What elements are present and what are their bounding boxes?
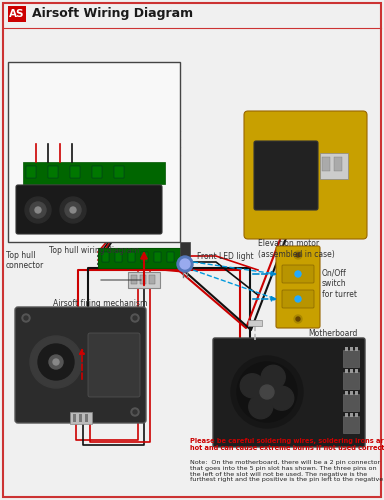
- Bar: [343, 372, 359, 389]
- Circle shape: [133, 316, 137, 320]
- Circle shape: [295, 271, 301, 277]
- Circle shape: [261, 366, 285, 390]
- FancyBboxPatch shape: [320, 153, 348, 179]
- Bar: [92, 166, 102, 178]
- Bar: [355, 391, 358, 395]
- Bar: [345, 369, 348, 373]
- Bar: [48, 166, 58, 178]
- Circle shape: [60, 197, 86, 223]
- Circle shape: [49, 355, 63, 369]
- Circle shape: [131, 408, 139, 416]
- Circle shape: [294, 315, 302, 323]
- Circle shape: [22, 314, 30, 322]
- Circle shape: [133, 410, 137, 414]
- Text: Top hull
connector: Top hull connector: [6, 250, 44, 270]
- Bar: [154, 252, 161, 262]
- Bar: [70, 166, 80, 178]
- Bar: [355, 413, 358, 417]
- Bar: [343, 416, 359, 433]
- Circle shape: [131, 314, 139, 322]
- FancyBboxPatch shape: [254, 141, 318, 210]
- Bar: [334, 157, 342, 171]
- Bar: [128, 272, 160, 288]
- Bar: [343, 350, 359, 367]
- Bar: [85, 414, 88, 422]
- Bar: [322, 157, 330, 171]
- Bar: [248, 320, 262, 326]
- Circle shape: [295, 296, 301, 302]
- FancyBboxPatch shape: [16, 185, 162, 234]
- Circle shape: [231, 356, 303, 428]
- Text: Elevation motor
(assembled in case): Elevation motor (assembled in case): [258, 239, 335, 259]
- Text: Motherboard: Motherboard: [309, 329, 358, 338]
- Bar: [350, 369, 353, 373]
- Text: Please be careful soldering wires, soldering irons are very
hot and can cause ex: Please be careful soldering wires, solde…: [190, 438, 384, 451]
- Bar: [8, 6, 26, 22]
- Text: Airsoft Wiring Diagram: Airsoft Wiring Diagram: [32, 8, 193, 20]
- Text: Front LED light: Front LED light: [197, 252, 253, 261]
- Circle shape: [260, 385, 274, 399]
- Circle shape: [30, 202, 46, 218]
- Bar: [98, 248, 186, 268]
- Bar: [350, 347, 353, 351]
- Bar: [355, 369, 358, 373]
- Bar: [345, 347, 348, 351]
- FancyBboxPatch shape: [276, 246, 320, 328]
- FancyBboxPatch shape: [282, 290, 314, 308]
- Bar: [180, 242, 190, 260]
- Bar: [102, 252, 109, 262]
- Bar: [140, 275, 146, 284]
- Bar: [70, 412, 92, 424]
- Bar: [26, 166, 36, 178]
- FancyBboxPatch shape: [88, 333, 140, 397]
- Text: AS: AS: [9, 9, 25, 19]
- Bar: [167, 252, 174, 262]
- Circle shape: [270, 386, 294, 410]
- FancyBboxPatch shape: [244, 111, 367, 239]
- Circle shape: [296, 317, 300, 321]
- Bar: [355, 347, 358, 351]
- FancyBboxPatch shape: [213, 338, 365, 447]
- FancyBboxPatch shape: [15, 307, 146, 423]
- Circle shape: [53, 359, 59, 365]
- Circle shape: [25, 197, 51, 223]
- Circle shape: [296, 253, 300, 257]
- Circle shape: [240, 374, 264, 398]
- Text: Airsoft firing mechanism: Airsoft firing mechanism: [53, 299, 147, 308]
- Circle shape: [70, 207, 76, 213]
- Bar: [114, 166, 124, 178]
- Bar: [115, 252, 122, 262]
- Bar: [23, 162, 165, 184]
- Circle shape: [249, 394, 273, 418]
- Circle shape: [38, 344, 74, 380]
- Bar: [128, 252, 135, 262]
- Circle shape: [24, 316, 28, 320]
- Bar: [345, 413, 348, 417]
- Circle shape: [237, 362, 297, 422]
- FancyBboxPatch shape: [282, 265, 314, 283]
- Bar: [8, 62, 180, 242]
- Bar: [149, 275, 155, 284]
- Circle shape: [294, 251, 302, 259]
- Text: Note:  On the motherboard, there will be a 2 pin connector
that goes into the 5 : Note: On the motherboard, there will be …: [190, 460, 384, 482]
- Bar: [343, 394, 359, 411]
- Circle shape: [180, 259, 190, 269]
- Circle shape: [35, 207, 41, 213]
- Text: On/Off
switch
for turret: On/Off switch for turret: [322, 268, 357, 299]
- Circle shape: [65, 202, 81, 218]
- Bar: [345, 391, 348, 395]
- Circle shape: [30, 336, 82, 388]
- Bar: [350, 413, 353, 417]
- Circle shape: [177, 256, 193, 272]
- Text: Top hull wiring diagram: Top hull wiring diagram: [49, 246, 139, 255]
- Bar: [141, 252, 148, 262]
- Bar: [79, 414, 82, 422]
- Bar: [131, 275, 137, 284]
- Bar: [73, 414, 76, 422]
- Bar: [350, 391, 353, 395]
